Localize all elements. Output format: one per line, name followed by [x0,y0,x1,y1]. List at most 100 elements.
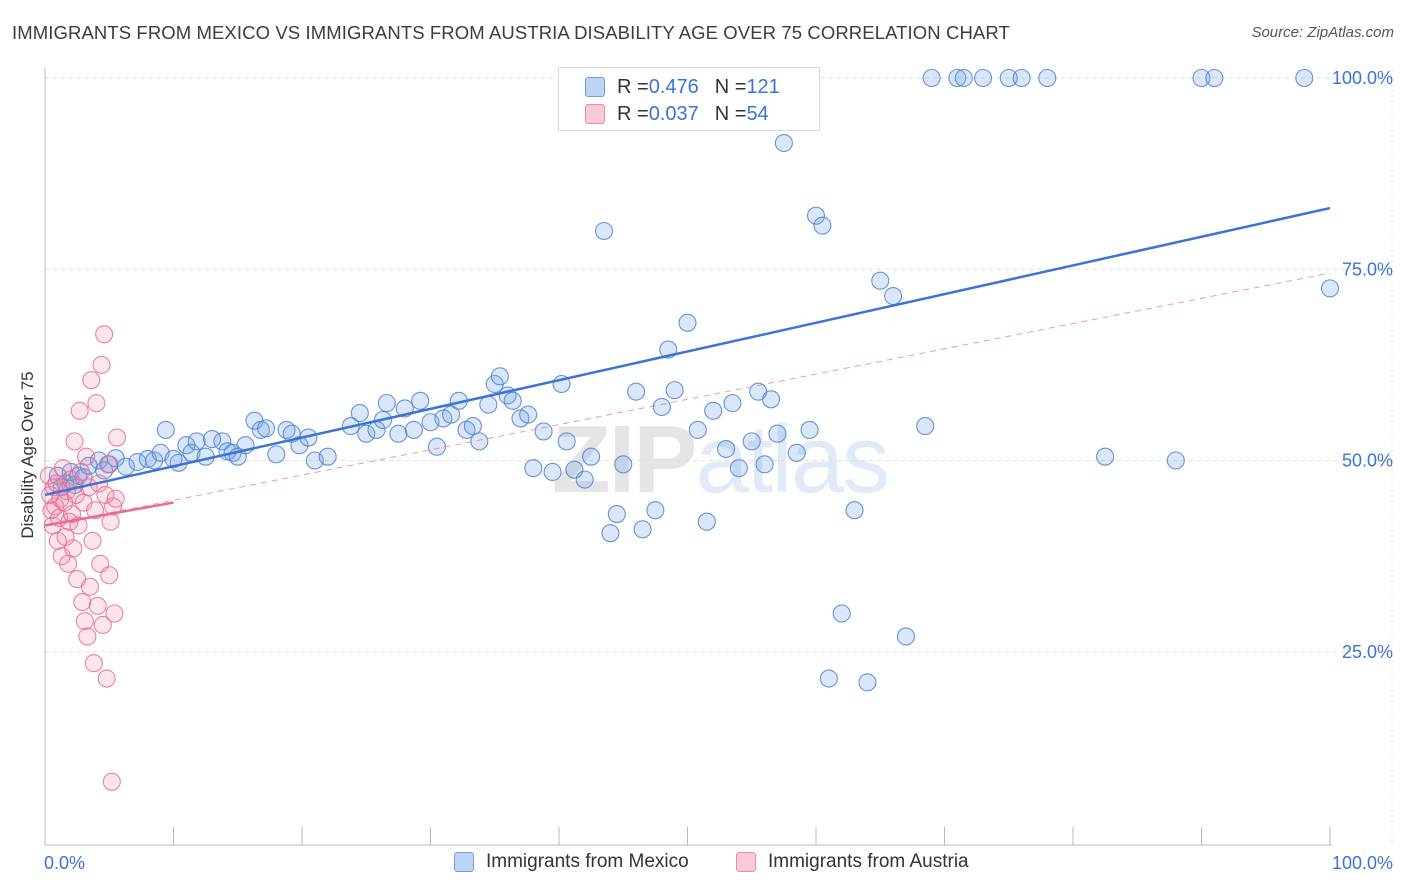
point-mexico [627,382,646,401]
point-mexico [806,206,826,225]
point-mexico [774,133,793,153]
point-austria [73,592,92,612]
point-mexico [1205,68,1224,88]
point-mexico [697,512,716,531]
point-mexico [845,501,864,520]
point-mexico [716,439,736,459]
legend-swatch-mexico [585,77,605,97]
point-austria [59,554,78,573]
point-austria [87,394,106,413]
point-mexico [688,420,707,439]
point-austria [71,462,91,482]
point-austria [100,566,119,585]
point-austria [92,355,111,374]
correlation-legend: R = 0.476 N = 121 R = 0.037 N = 54 [558,67,820,131]
legend-label-mexico: Immigrants from Mexico [486,851,689,872]
point-mexico [729,459,748,478]
point-mexico [267,445,286,464]
point-mexico [1012,68,1031,88]
point-mexico [427,437,446,456]
point-austria [102,772,121,791]
point-mexico [557,432,576,451]
point-austria [105,604,124,623]
legend-row-mexico: R = 0.476 N = 121 [585,75,780,99]
point-mexico [999,68,1018,88]
point-austria [78,627,97,646]
point-austria [88,596,107,615]
point-austria [62,504,82,524]
point-mexico [858,673,877,692]
watermark: ZIPatlas [552,405,890,515]
point-mexico [1192,68,1211,88]
point-austria [70,401,89,420]
point-mexico [350,404,369,423]
point-mexico [1038,68,1057,88]
point-mexico [377,394,396,413]
point-mexico [704,401,723,420]
point-mexico [723,394,742,413]
point-austria [77,447,96,466]
y-tick-label: 25.0% [1342,642,1393,662]
point-mexico [614,455,633,474]
legend-swatch-austria [585,104,605,124]
point-mexico [755,455,774,474]
point-mexico [1320,279,1340,298]
point-mexico [633,520,652,539]
point-austria [82,371,101,390]
legend-r-value: 0.476 [648,75,699,98]
point-mexico [652,397,671,417]
point-mexico [256,419,276,438]
point-mexico [1096,447,1115,466]
point-mexico [479,395,498,414]
point-mexico [768,424,787,443]
legend-r-label: R = [617,75,649,98]
trend-line-austria-extension [44,272,1331,527]
point-mexico [922,68,941,88]
trend-line-mexico [44,206,1331,497]
x-tick-label: 0.0% [44,853,85,873]
point-austria [93,615,112,635]
point-mexico [463,417,482,436]
point-mexico [187,432,206,451]
y-axis-label: Disability Age Over 75 [18,371,37,539]
point-austria [80,577,100,596]
point-mexico [678,313,697,332]
point-mexico [884,286,903,306]
point-mexico [871,271,890,290]
point-mexico [156,420,175,439]
point-mexico [1295,68,1314,88]
legend-n-value: 121 [746,75,780,98]
point-mexico [896,627,916,646]
point-mexico [813,216,832,235]
point-mexico [800,420,819,439]
point-mexico [318,447,337,466]
point-austria [106,489,125,508]
x-tick-label: 100.0% [1332,853,1393,873]
point-mexico [389,424,408,443]
point-austria [64,539,83,558]
watermark-atlas: atlas [695,406,890,513]
point-austria [95,325,114,344]
point-mexico [411,391,430,410]
legend-n-label: N = [714,75,747,98]
point-mexico [470,432,489,451]
point-mexico [575,470,594,489]
point-austria [75,612,94,631]
y-tick-label: 100.0% [1332,68,1393,88]
legend-item-austria[interactable]: Immigrants from Austria [736,851,969,873]
point-mexico [145,451,164,470]
point-mexico [819,669,838,688]
y-tick-label: 50.0% [1342,451,1393,471]
legend-r-value: 0.037 [648,102,699,125]
chart-title: IMMIGRANTS FROM MEXICO VS IMMIGRANTS FRO… [12,22,1010,43]
point-mexico [948,68,967,88]
point-mexico [442,405,461,424]
point-mexico [761,390,781,409]
point-mexico [594,221,614,241]
point-mexico [646,501,665,520]
legend-row-austria: R = 0.037 N = 54 [585,102,769,126]
point-mexico [665,381,684,400]
point-austria [84,654,103,673]
legend-item-mexico[interactable]: Immigrants from Mexico [454,851,689,873]
point-mexico [519,405,538,424]
